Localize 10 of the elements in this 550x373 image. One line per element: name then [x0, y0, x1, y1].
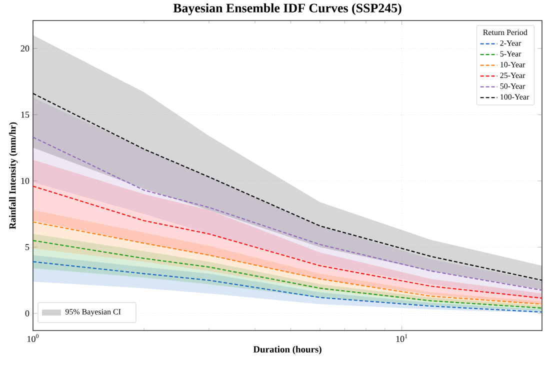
y-axis-title: Rainfall Intensity (mm/hr): [8, 122, 18, 230]
x-axis-title: Duration (hours): [253, 346, 322, 355]
x-tick-label: 10$^{1}$: [396, 334, 408, 342]
y-tick-label: 5: [26, 244, 30, 250]
x-tick-label: 10$^{0}$: [28, 334, 39, 342]
y-tick-label: 0: [25, 310, 30, 317]
y-tick-label: 10: [21, 178, 30, 184]
y-tick-label: 15: [21, 112, 30, 118]
chart-title: Bayesian Ensemble IDF Curves (SSP245): [173, 4, 402, 16]
y-tick-label: 20: [20, 46, 30, 52]
